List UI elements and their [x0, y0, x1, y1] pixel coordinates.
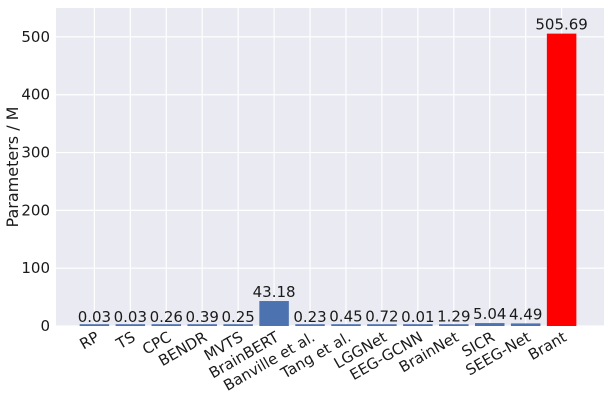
x-tick-label: TS	[112, 328, 138, 353]
bar-ts	[115, 324, 146, 326]
y-axis-ticks: 0 100 200 300 400 500	[21, 28, 50, 335]
value-label: 0.01	[401, 308, 434, 326]
value-label: 0.25	[221, 308, 254, 326]
bar-bendr	[187, 324, 217, 326]
value-label: 5.04	[473, 305, 506, 323]
bar-tang-et-al-	[331, 324, 361, 326]
value-label: 43.18	[253, 283, 296, 301]
bars	[79, 33, 577, 327]
bar-cpc	[151, 324, 182, 326]
bar-mvts	[223, 324, 253, 326]
x-tick-label: Brant	[525, 328, 570, 364]
value-label: 0.03	[114, 308, 147, 326]
value-label: 0.45	[329, 308, 362, 326]
bar-banville-et-al-	[295, 324, 325, 326]
x-tick-label: RP	[77, 328, 103, 353]
y-tick-label: 300	[21, 144, 50, 162]
bar-eeg-gcnn	[403, 324, 433, 326]
value-label: 505.69	[535, 16, 588, 34]
bar-seeg-net	[510, 323, 541, 326]
y-tick-label: 500	[21, 28, 50, 46]
bar-brant	[546, 33, 577, 327]
y-tick-label: 400	[21, 86, 50, 104]
value-label: 0.03	[78, 308, 111, 326]
value-label: 0.39	[186, 308, 219, 326]
y-axis-label: Parameters / M	[3, 107, 22, 228]
bar-brainnet	[439, 324, 469, 326]
value-label: 0.23	[293, 308, 326, 326]
bar-sicr	[474, 323, 505, 326]
y-tick-label: 0	[40, 317, 50, 335]
y-tick-label: 100	[21, 259, 50, 277]
value-label: 0.72	[365, 308, 398, 326]
value-label: 4.49	[509, 305, 542, 323]
value-label: 0.26	[150, 308, 183, 326]
y-tick-label: 200	[21, 201, 50, 219]
plot-background	[56, 8, 604, 326]
bar-lggnet	[367, 324, 397, 326]
gridlines	[56, 8, 604, 327]
value-label: 1.29	[437, 307, 470, 325]
bar-brainbert	[259, 301, 289, 326]
bar-rp	[79, 324, 110, 326]
